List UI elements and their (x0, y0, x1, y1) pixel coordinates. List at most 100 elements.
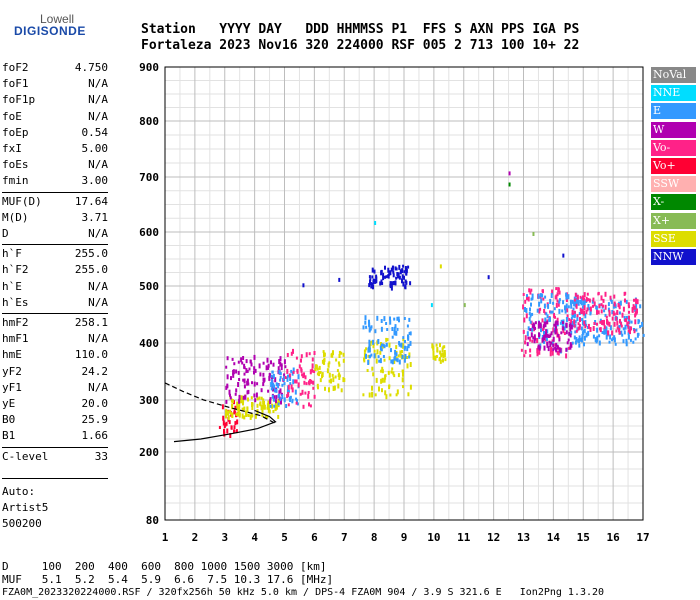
echo-point (378, 386, 380, 392)
echo-point (260, 405, 263, 411)
echo-point (596, 335, 599, 341)
echo-point (369, 279, 371, 284)
echo-point (368, 275, 371, 279)
echo-point (528, 288, 531, 293)
echo-point (396, 272, 399, 276)
echo-point (619, 300, 622, 306)
echo-point (395, 393, 398, 397)
echo-point (531, 297, 534, 301)
echo-point (395, 276, 398, 280)
echo-point (578, 312, 581, 315)
param-value: N/A (88, 109, 108, 123)
echo-point (625, 315, 628, 319)
echo-point (280, 365, 283, 371)
echo-point (627, 332, 630, 336)
echo-point (392, 270, 395, 274)
echo-point (231, 399, 234, 403)
echo-point (225, 412, 228, 416)
echo-point (311, 357, 314, 362)
echo-point (240, 397, 242, 401)
echo-point (545, 329, 548, 335)
echo-point (592, 297, 595, 302)
param-row: foEs N/A (2, 157, 108, 173)
echo-point (371, 392, 374, 398)
echo-point (384, 275, 386, 279)
echo-point (372, 372, 375, 377)
echo-point (285, 404, 288, 408)
echo-point (382, 275, 385, 281)
param-name: yE (2, 397, 16, 410)
echo-point (396, 358, 399, 363)
echo-point (624, 298, 626, 303)
echo-point (572, 307, 575, 311)
echo-point (277, 414, 280, 419)
echo-point (562, 300, 565, 305)
echo-point (618, 330, 621, 334)
echo-point (618, 305, 621, 310)
echo-point (408, 317, 411, 322)
echo-point (600, 309, 603, 314)
echo-point (508, 182, 511, 187)
echo-point (295, 401, 298, 405)
echo-point (577, 322, 580, 326)
echo-point (609, 325, 612, 331)
echo-point (376, 349, 379, 355)
echo-point (268, 372, 271, 378)
echo-point (287, 389, 290, 393)
echo-point (232, 369, 235, 375)
echo-point (396, 389, 399, 395)
echo-point (576, 314, 579, 318)
param-value: 255.0 (74, 247, 108, 261)
echo-point (225, 385, 228, 390)
echo-point (314, 368, 317, 371)
echo-point (621, 312, 624, 318)
echo-point (266, 415, 269, 419)
echo-point (390, 359, 393, 364)
echo-point (243, 406, 246, 411)
echo-point (431, 343, 434, 349)
echo-point (311, 363, 314, 369)
echo-point (387, 274, 390, 279)
echo-point (550, 346, 553, 352)
echo-point (228, 420, 231, 425)
legend-item: SSW (651, 176, 696, 193)
echo-point (589, 306, 592, 312)
echo-point (625, 318, 628, 323)
echo-point (596, 327, 599, 333)
echo-point (567, 294, 570, 300)
echo-point (222, 415, 225, 421)
echo-point (386, 328, 389, 331)
echo-point (608, 340, 611, 344)
echo-point (543, 309, 546, 313)
echo-point (409, 281, 412, 286)
echo-point (385, 343, 388, 347)
echo-point (562, 321, 564, 325)
echo-point (267, 389, 270, 393)
echo-point (258, 396, 261, 400)
param-value: N/A (88, 93, 108, 107)
echo-point (436, 347, 439, 352)
echo-point (402, 385, 404, 389)
echo-point (522, 304, 525, 310)
echo-point (574, 340, 577, 345)
echo-point (632, 340, 635, 344)
echo-point (627, 334, 630, 340)
echo-point (300, 358, 302, 363)
echo-point (234, 405, 237, 409)
echo-point (609, 298, 612, 302)
echo-point (241, 361, 244, 365)
echo-point (566, 341, 569, 345)
echo-point (379, 358, 382, 364)
echo-point (545, 338, 548, 341)
echo-point (585, 332, 588, 338)
echo-point (570, 319, 573, 324)
echo-point (573, 313, 576, 319)
echo-point (288, 396, 291, 401)
param-name: fmin (2, 174, 29, 188)
echo-point (374, 393, 377, 397)
echo-point (372, 280, 375, 284)
echo-point (409, 331, 412, 336)
echo-point (557, 301, 560, 307)
echo-point (375, 276, 378, 282)
echo-point (371, 385, 373, 391)
